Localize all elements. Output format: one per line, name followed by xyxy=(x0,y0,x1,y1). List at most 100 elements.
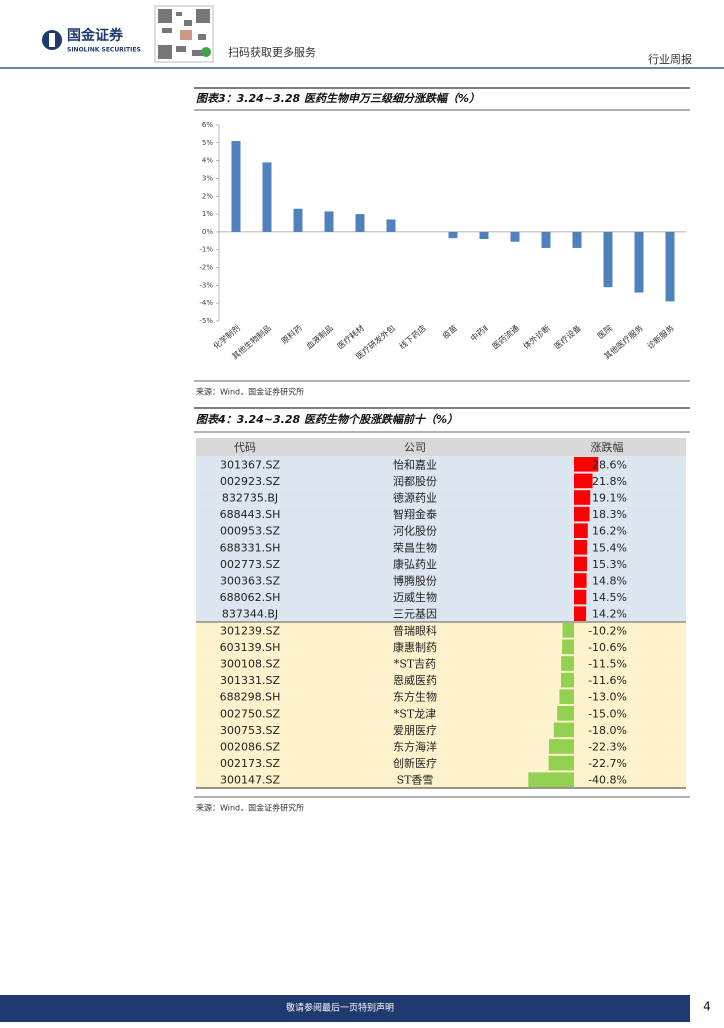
company: *ST吉药 xyxy=(394,658,436,671)
x-tick-label: 血液制品 xyxy=(304,323,335,351)
change-label: 14.5% xyxy=(592,591,627,604)
brand: 国金证券 xyxy=(67,27,124,44)
change-label: -13.0% xyxy=(588,691,627,704)
change-bar xyxy=(574,490,591,505)
row-bg xyxy=(196,539,686,556)
company: 博腾股份 xyxy=(393,574,437,588)
change-bar xyxy=(561,672,574,688)
change-bar xyxy=(549,739,574,754)
company: 东方海洋 xyxy=(393,740,437,754)
y-tick-label: -4% xyxy=(199,299,213,307)
change-bar xyxy=(548,755,574,771)
code: 002173.SZ xyxy=(220,757,280,770)
change-bar xyxy=(574,573,587,588)
code: 002750.SZ xyxy=(220,707,280,720)
row-bg xyxy=(196,588,686,606)
change-label: -10.6% xyxy=(588,641,627,654)
x-tick-label: 诊断服务 xyxy=(645,323,676,351)
company: 康惠制药 xyxy=(393,640,437,654)
y-tick-label: 3% xyxy=(202,174,213,182)
y-tick-label: 5% xyxy=(202,139,213,147)
logo-icon-mark xyxy=(49,33,55,47)
change-bar xyxy=(574,556,588,572)
company: 怡和嘉业 xyxy=(393,457,437,471)
code: 301331.SZ xyxy=(220,674,280,687)
change-label: -10.2% xyxy=(588,624,627,637)
change-bar xyxy=(553,722,574,738)
change-bar xyxy=(574,589,587,605)
company: 康弘药业 xyxy=(393,557,437,571)
source: 来源：Wind，国金证券研究所 xyxy=(196,803,304,813)
company: 荣昌生物 xyxy=(393,540,437,554)
x-tick-label: 原料药 xyxy=(279,323,304,346)
table-title: 图表4：3.24~3.28 医药生物个股涨跌幅前十（%） xyxy=(196,413,458,426)
qr-badge xyxy=(201,47,211,57)
change-label: 18.3% xyxy=(592,508,627,521)
code: 300753.SZ xyxy=(220,724,280,737)
bar xyxy=(231,141,241,232)
company: 爱朋医疗 xyxy=(393,723,437,737)
code: 301239.SZ xyxy=(220,624,280,637)
change-label: 28.6% xyxy=(592,458,627,471)
y-tick-label: -5% xyxy=(199,317,213,325)
code: 832735.BJ xyxy=(222,492,278,505)
y-tick-label: 4% xyxy=(202,157,213,165)
y-tick-label: -1% xyxy=(199,246,213,254)
bar xyxy=(293,208,303,232)
change-bar xyxy=(561,656,574,671)
page-number: 4 xyxy=(703,1000,711,1014)
change-label: 21.8% xyxy=(592,475,627,488)
y-tick-label: -3% xyxy=(199,281,213,289)
row-bg xyxy=(196,489,686,506)
qr-pattern xyxy=(158,9,210,59)
code: 002773.SZ xyxy=(220,558,280,571)
y-tick-label: -2% xyxy=(199,264,213,272)
change-label: -22.7% xyxy=(588,757,627,770)
row-bg xyxy=(196,605,686,622)
bar xyxy=(572,231,582,248)
table-header-bg xyxy=(196,438,686,456)
change-label: -15.0% xyxy=(588,707,627,720)
bar xyxy=(448,231,458,239)
x-tick-label: 线下药店 xyxy=(397,323,428,351)
qr-text: 扫码获取更多服务 xyxy=(228,45,316,59)
change-bar xyxy=(574,606,587,621)
bar xyxy=(324,211,334,232)
change-label: -40.8% xyxy=(588,774,627,787)
change-bar xyxy=(574,457,599,472)
column-header: 涨跌幅 xyxy=(591,440,624,454)
company: 普瑞眼科 xyxy=(393,623,437,637)
column-header: 公司 xyxy=(404,441,426,454)
code: 688443.SH xyxy=(220,508,281,521)
y-tick-label: 0% xyxy=(202,228,213,236)
row-bg xyxy=(196,555,686,573)
change-bar xyxy=(528,772,574,787)
bar xyxy=(386,219,396,232)
change-label: 15.4% xyxy=(592,541,627,554)
bar xyxy=(479,231,489,240)
change-label: 14.2% xyxy=(592,608,627,621)
code: 300363.SZ xyxy=(220,575,280,588)
company: ST香雪 xyxy=(397,774,434,787)
code: 000953.SZ xyxy=(220,525,280,538)
row-bg xyxy=(196,456,686,473)
code: 603139.SH xyxy=(220,641,281,654)
company: 智翔金泰 xyxy=(393,507,437,521)
bar xyxy=(262,162,272,232)
company: 迈威生物 xyxy=(393,590,437,604)
change-label: 16.2% xyxy=(592,525,627,538)
chart-title: 图表3：3.24~3.28 医药生物申万三级细分涨跌幅（%） xyxy=(196,92,480,105)
company: 东方生物 xyxy=(393,690,437,704)
x-tick-label: 化学制剂 xyxy=(211,323,242,351)
disclaimer: 敬请参阅最后一页特别声明 xyxy=(286,1002,394,1014)
bar xyxy=(541,231,551,248)
code: 002923.SZ xyxy=(220,475,280,488)
x-tick-label: 医药流通 xyxy=(490,323,521,351)
x-tick-label: 中药Ⅱ xyxy=(468,323,490,344)
bar xyxy=(355,214,365,232)
change-label: -18.0% xyxy=(588,724,627,737)
brand-en: SINOLINK SECURITIES xyxy=(67,47,141,54)
company: 创新医疗 xyxy=(393,756,437,770)
footer-bar xyxy=(0,995,690,1022)
